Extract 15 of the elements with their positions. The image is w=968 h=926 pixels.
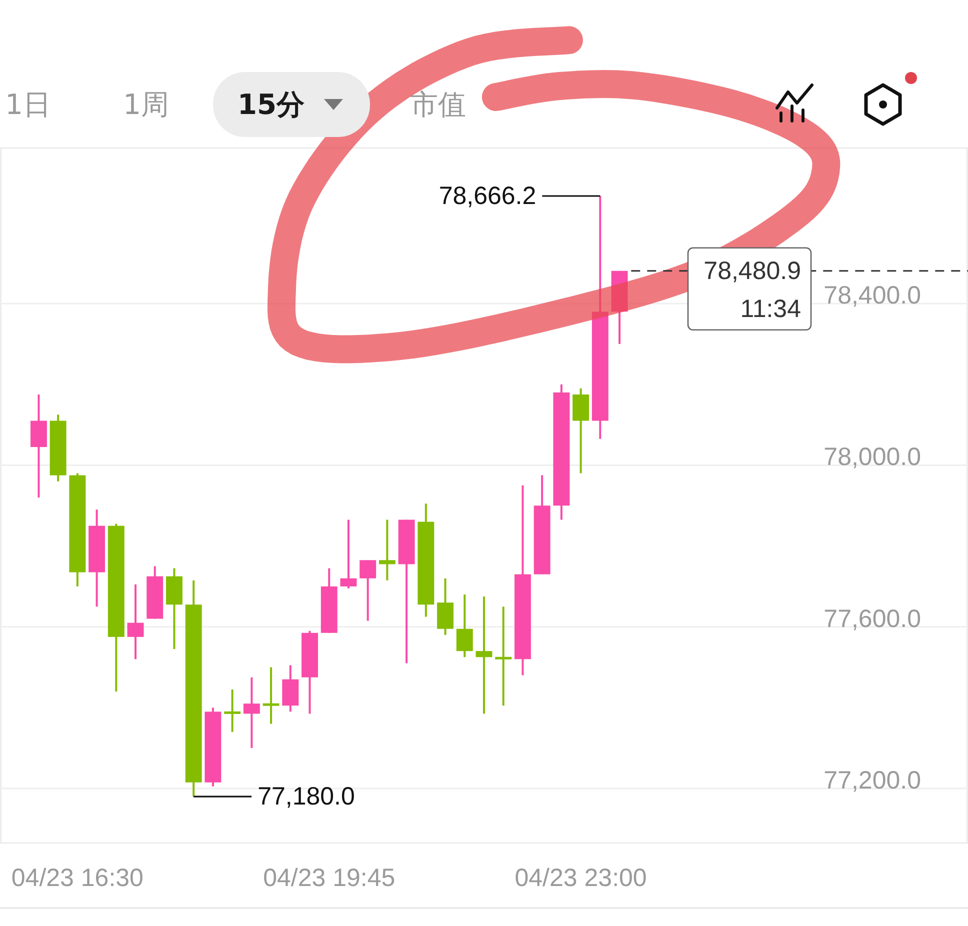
text: 1日 bbox=[5, 88, 51, 120]
y-tick-label: 77,600.0 bbox=[824, 604, 921, 633]
text: 市值 bbox=[410, 88, 466, 120]
x-tick-label: 04/23 23:00 bbox=[514, 864, 647, 892]
text: 15分 bbox=[238, 88, 306, 120]
annotation: 77,180.0 bbox=[258, 782, 355, 811]
ref-line-label: 78,480.9 bbox=[704, 256, 801, 285]
y-tick-label: 78,400.0 bbox=[824, 282, 921, 310]
y-tick-label: 78,000.0 bbox=[824, 443, 921, 472]
text: 1周 bbox=[123, 88, 169, 120]
annotation: 78,666.2 bbox=[438, 182, 536, 210]
x-tick-label: 04/23 19:45 bbox=[263, 864, 396, 892]
annotation: 11:34 bbox=[740, 294, 802, 323]
y-tick-label: 77,200.0 bbox=[824, 766, 921, 794]
x-tick-label: 04/23 16:30 bbox=[11, 864, 144, 892]
